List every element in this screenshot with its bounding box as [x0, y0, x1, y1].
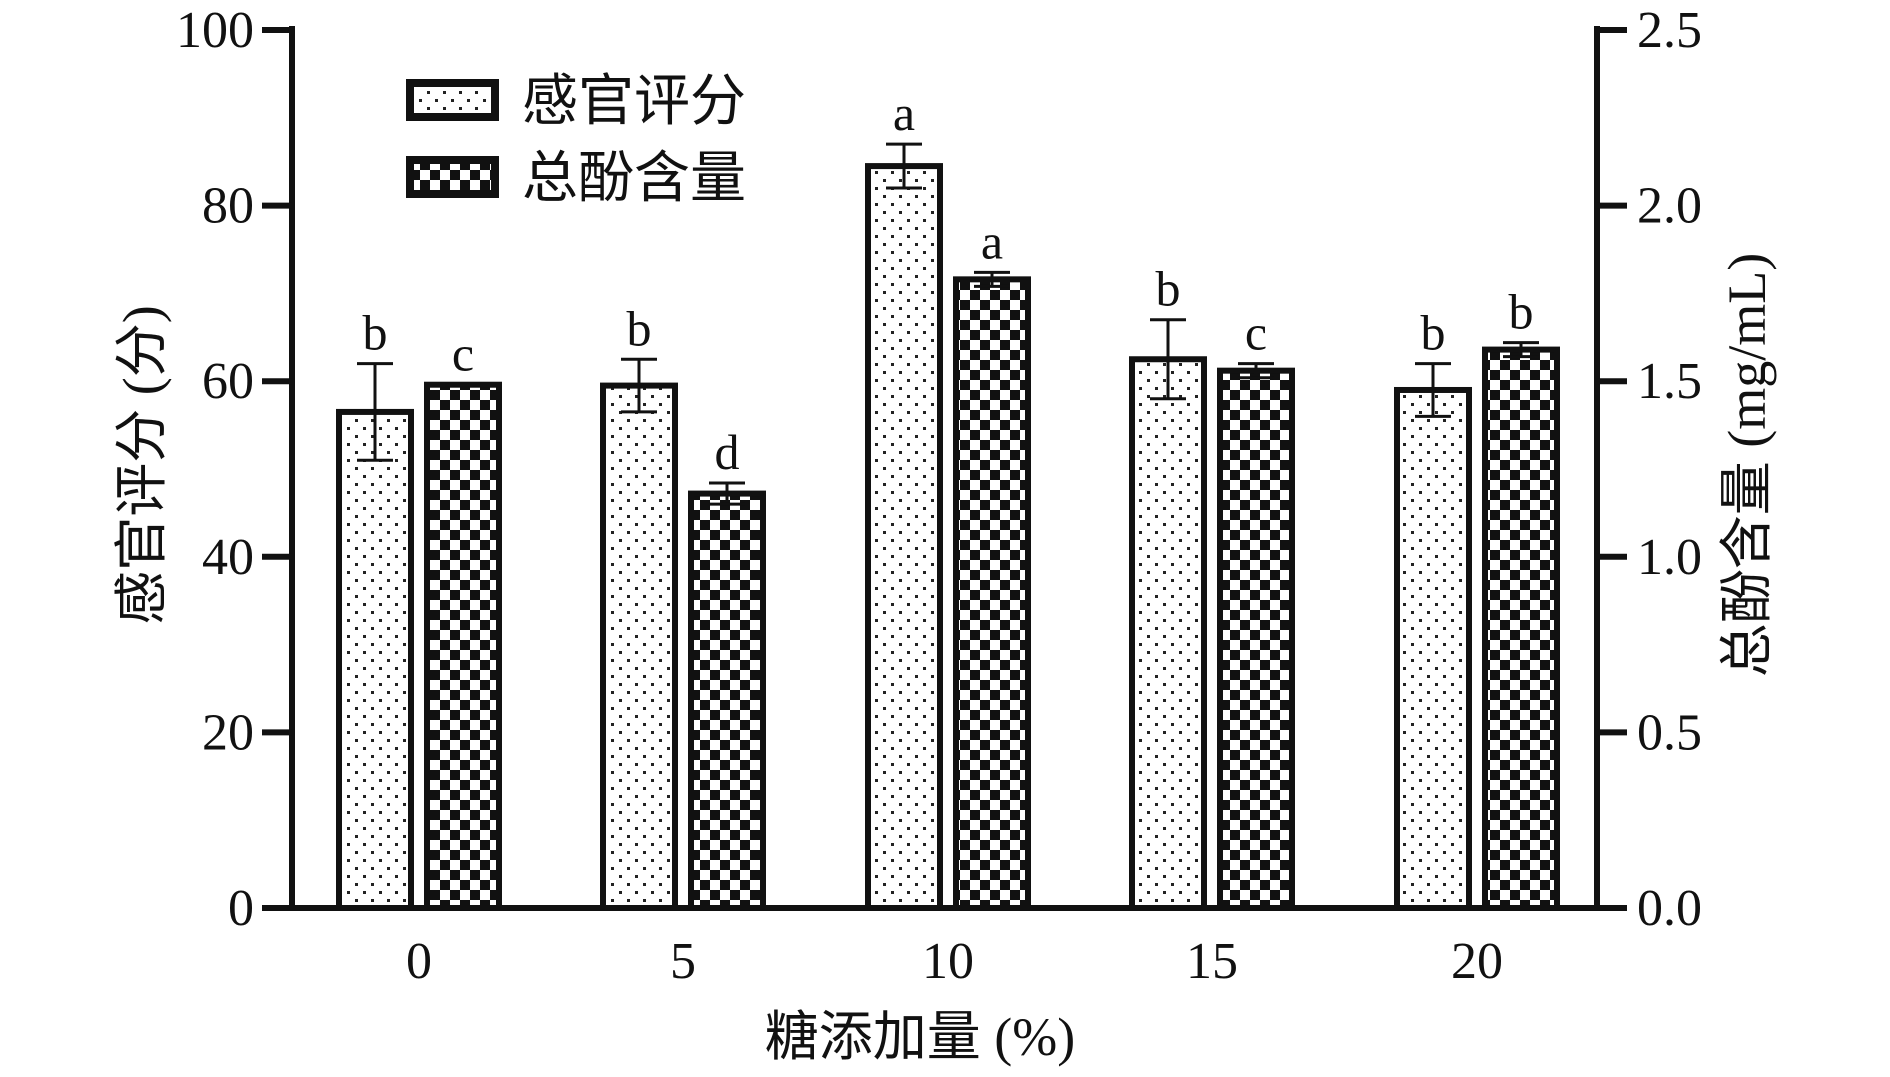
y-right-tick-label-2.0: 2.0: [1637, 178, 1702, 235]
bar-phenol-20: [1482, 346, 1560, 912]
y-left-tick-label-60: 60: [202, 353, 254, 410]
significance-letter-0-2: a: [893, 85, 915, 141]
legend-swatch-sensory: [406, 79, 499, 121]
y-right-tick-label-1.0: 1.0: [1637, 529, 1702, 586]
legend-swatch-phenol: [406, 156, 499, 198]
legend-label-sensory: 感官评分: [522, 71, 746, 133]
y-left-tick-label-100: 100: [176, 2, 254, 59]
bar-sensory-0: [336, 408, 414, 911]
y-axis-left-title: 感官评分 (分): [112, 305, 172, 624]
y-left-tick-label-80: 80: [202, 178, 254, 235]
y-left-tick-label-40: 40: [202, 529, 254, 586]
x-tick-label-20: 20: [1451, 933, 1503, 990]
y-right-tick-label-2.5: 2.5: [1637, 2, 1702, 59]
bar-sensory-10: [865, 163, 943, 911]
x-axis-title: 糖添加量 (%): [765, 1007, 1075, 1067]
legend: 感官评分 总酚含量: [406, 71, 746, 210]
significance-letter-0-0: b: [363, 305, 388, 361]
significance-letter-0-3: b: [1156, 261, 1181, 317]
y-right-tick-label-1.5: 1.5: [1637, 353, 1702, 410]
axes-layer: [262, 26, 1627, 911]
significance-letter-1-4: b: [1509, 284, 1534, 340]
significance-letter-1-2: a: [981, 213, 1003, 269]
bar-phenol-15: [1217, 367, 1295, 911]
y-left-tick-label-20: 20: [202, 704, 254, 761]
x-tick-label-5: 5: [670, 933, 696, 990]
y-axis-right-title: 总酚含量 (mg/mL): [1717, 253, 1777, 677]
y-right-tick-label-0.0: 0.0: [1637, 880, 1702, 937]
bar-phenol-5: [688, 490, 766, 911]
legend-label-phenol: 总酚含量: [522, 148, 746, 210]
x-tick-label-0: 0: [406, 933, 432, 990]
significance-letter-0-1: b: [627, 300, 652, 356]
bars-layer: [336, 142, 1560, 912]
y-right-tick-label-0.5: 0.5: [1637, 704, 1702, 761]
significance-letter-1-3: c: [1245, 305, 1267, 361]
y-left-tick-label-0: 0: [228, 880, 254, 937]
bar-sensory-20: [1394, 386, 1472, 912]
bar-sensory-5: [600, 382, 678, 911]
significance-letter-1-0: c: [452, 326, 474, 382]
bar-sensory-15: [1129, 356, 1207, 911]
x-tick-label-15: 15: [1186, 933, 1238, 990]
x-tick-label-10: 10: [922, 933, 974, 990]
significance-letter-1-1: d: [715, 424, 740, 480]
significance-letter-0-4: b: [1421, 305, 1446, 361]
bar-phenol-0: [424, 381, 502, 912]
bar-phenol-10: [953, 276, 1031, 911]
